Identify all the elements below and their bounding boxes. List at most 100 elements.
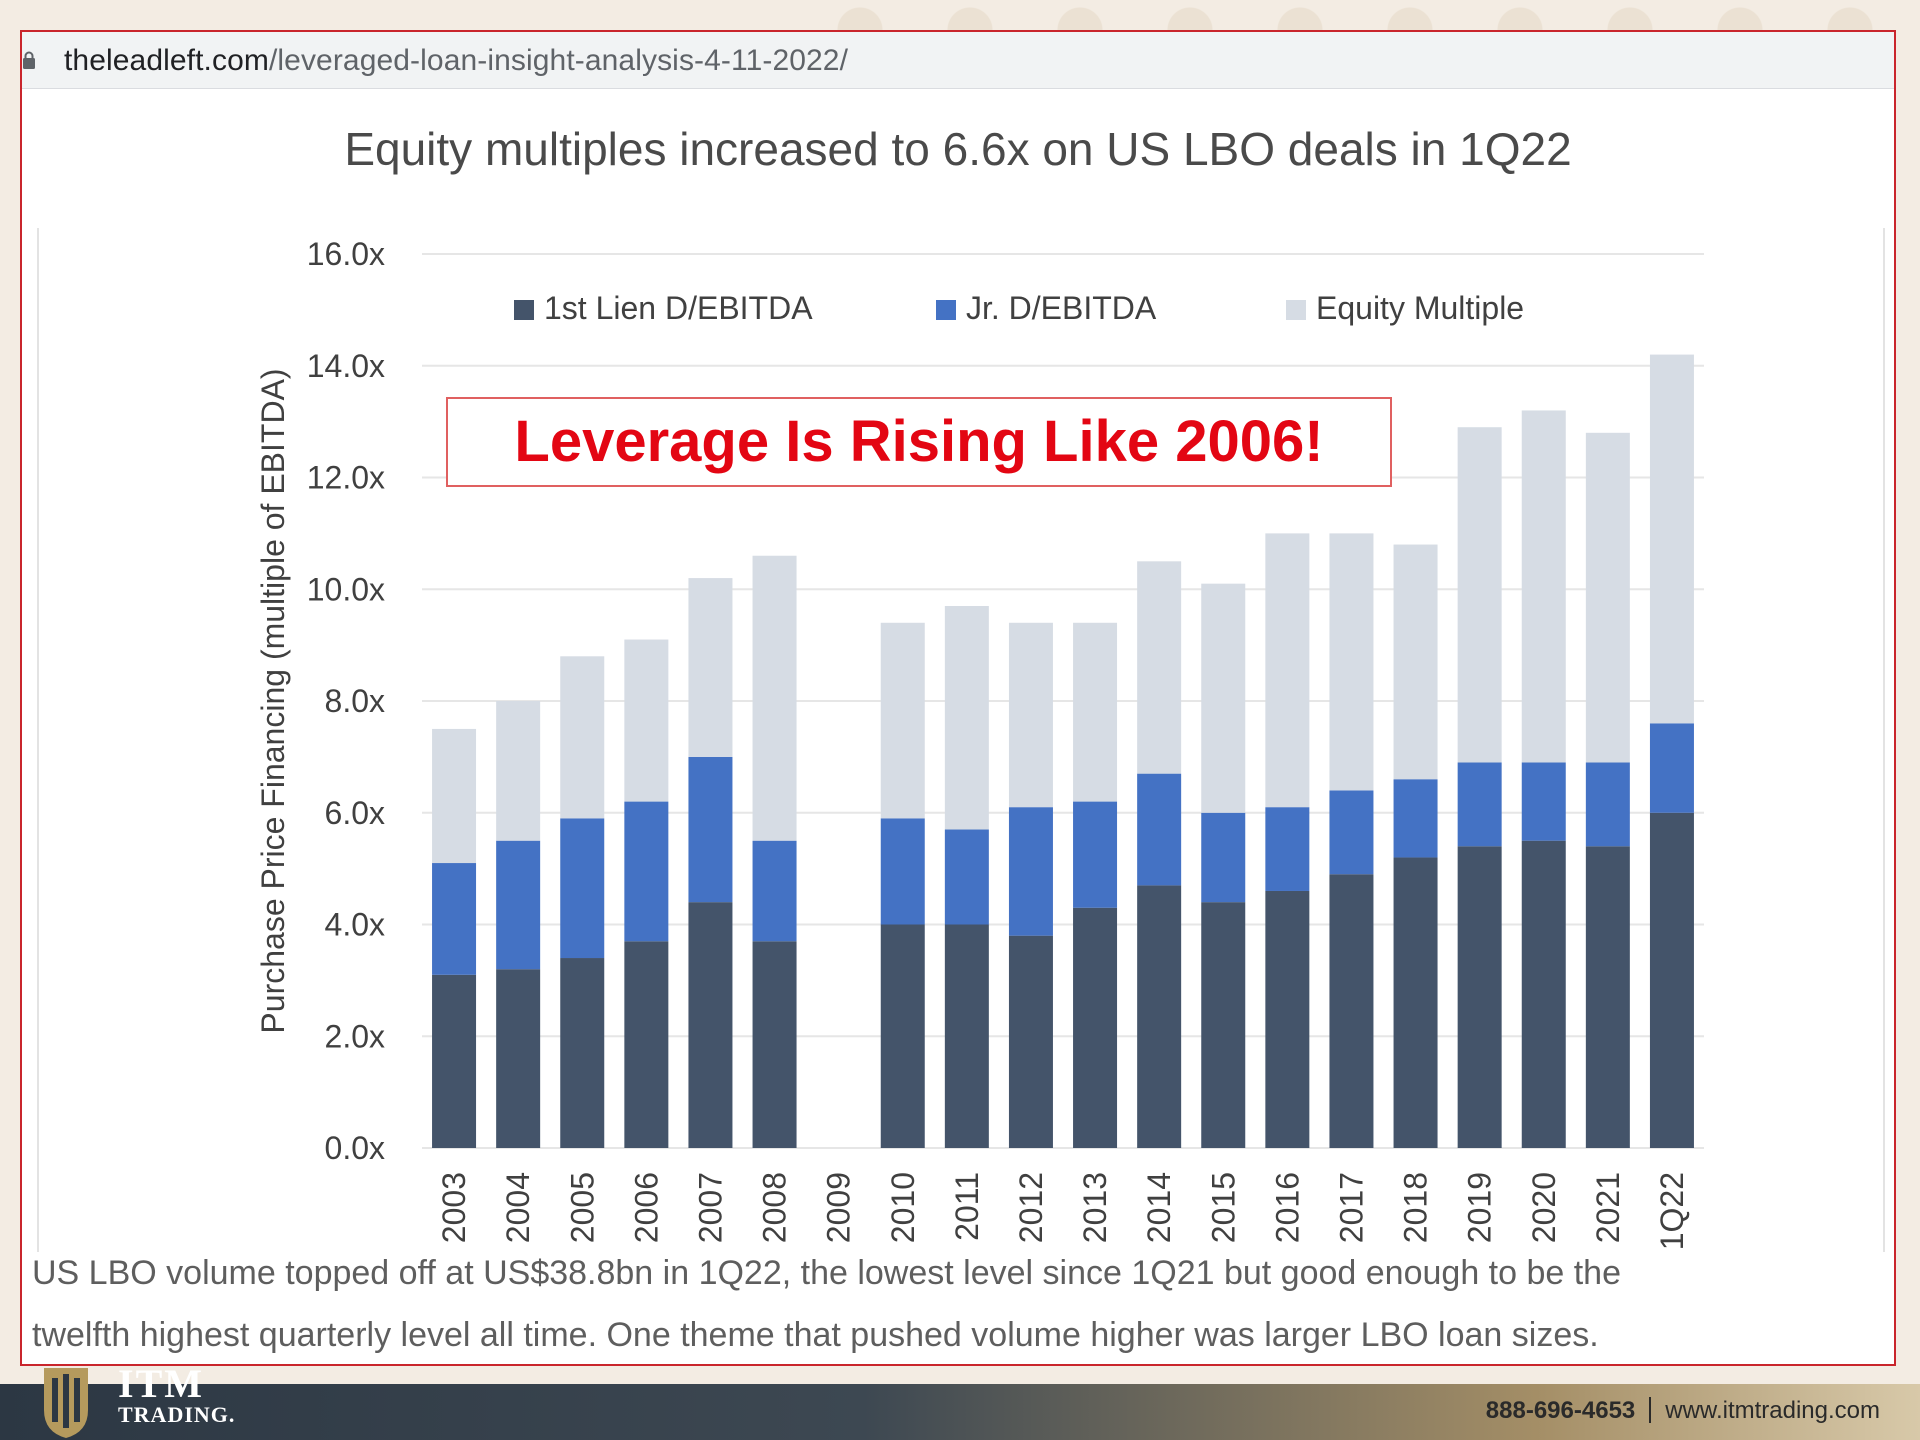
bar-segment-1st-lien-d-ebitda <box>880 924 925 1148</box>
x-tick-label: 2021 <box>1590 1172 1626 1243</box>
bar-segment-equity-multiple <box>1521 410 1566 763</box>
bar-segment-equity-multiple <box>1201 583 1246 813</box>
x-tick-label: 2005 <box>564 1172 600 1243</box>
url-text[interactable]: theleadleft.com/leveraged-loan-insight-a… <box>64 44 848 78</box>
bar-segment-equity-multiple <box>624 639 669 802</box>
bar-segment-equity-multiple <box>1008 622 1053 808</box>
bar-segment-1st-lien-d-ebitda <box>1521 840 1566 1148</box>
legend-label: 1st Lien D/EBITDA <box>544 290 813 326</box>
bar-segment-jr-d-ebitda <box>1521 762 1566 841</box>
logo-wordmark: ITM <box>118 1361 204 1406</box>
bar-segment-equity-multiple <box>1073 622 1118 802</box>
browser-address-bar[interactable]: theleadleft.com/leveraged-loan-insight-a… <box>22 32 1894 89</box>
bar-segment-equity-multiple <box>1137 561 1182 774</box>
bar-segment-1st-lien-d-ebitda <box>1073 907 1118 1148</box>
y-tick-label: 16.0x <box>307 236 385 272</box>
x-tick-label: 2009 <box>821 1172 857 1243</box>
x-tick-label: 2020 <box>1526 1172 1562 1243</box>
bar-segment-equity-multiple <box>1457 427 1502 763</box>
y-tick-label: 10.0x <box>307 571 385 607</box>
y-tick-label: 12.0x <box>307 460 385 496</box>
bar-segment-jr-d-ebitda <box>1201 812 1246 903</box>
screenshot-frame: theleadleft.com/leveraged-loan-insight-a… <box>20 30 1896 1366</box>
contact-divider <box>1649 1397 1652 1423</box>
y-tick-label: 8.0x <box>325 683 385 719</box>
bar-segment-jr-d-ebitda <box>1329 790 1374 875</box>
x-tick-label: 2019 <box>1462 1172 1498 1243</box>
bar-segment-1st-lien-d-ebitda <box>560 958 605 1148</box>
bar-segment-1st-lien-d-ebitda <box>1137 885 1182 1148</box>
y-tick-label: 4.0x <box>325 907 385 943</box>
y-tick-label: 14.0x <box>307 348 385 384</box>
x-tick-label: 2016 <box>1269 1172 1305 1243</box>
legend-swatch <box>514 300 534 320</box>
bar-segment-jr-d-ebitda <box>688 756 733 903</box>
bar-segment-equity-multiple <box>752 555 797 841</box>
chart-title: Equity multiples increased to 6.6x on US… <box>344 123 1572 175</box>
url-path: /leveraged-loan-insight-analysis-4-11-20… <box>268 44 849 77</box>
x-tick-label: 2018 <box>1398 1172 1434 1243</box>
y-tick-label: 6.0x <box>325 795 385 831</box>
x-tick-label: 2008 <box>757 1172 793 1243</box>
bar-segment-jr-d-ebitda <box>560 818 605 959</box>
article-caption: US LBO volume topped off at US$38.8bn in… <box>32 1242 1892 1364</box>
y-tick-label: 2.0x <box>325 1018 385 1054</box>
bar-segment-1st-lien-d-ebitda <box>1201 902 1246 1148</box>
legend-swatch <box>936 300 956 320</box>
bar-segment-1st-lien-d-ebitda <box>1393 857 1438 1148</box>
bar-segment-1st-lien-d-ebitda <box>432 974 477 1148</box>
bar-segment-equity-multiple <box>496 701 541 841</box>
bar-segment-equity-multiple <box>880 622 925 819</box>
x-tick-label: 2007 <box>692 1172 728 1243</box>
contact-info: 888-696-4653 www.itmtrading.com <box>1486 1397 1880 1425</box>
bar-segment-1st-lien-d-ebitda <box>1265 890 1310 1148</box>
bar-segment-jr-d-ebitda <box>496 840 541 970</box>
bar-segment-jr-d-ebitda <box>1008 807 1053 936</box>
legend-label: Jr. D/EBITDA <box>966 290 1157 326</box>
bar-segment-equity-multiple <box>432 728 477 864</box>
bar-segment-jr-d-ebitda <box>1073 801 1118 908</box>
bar-segment-1st-lien-d-ebitda <box>1649 812 1694 1148</box>
bar-segment-jr-d-ebitda <box>624 801 669 942</box>
annotation-text: Leverage Is Rising Like 2006! <box>514 409 1323 474</box>
x-tick-label: 2017 <box>1333 1172 1369 1243</box>
bar-segment-equity-multiple <box>1649 354 1694 724</box>
bar-segment-equity-multiple <box>1585 432 1630 763</box>
bar-segment-equity-multiple <box>944 606 989 830</box>
bar-segment-1st-lien-d-ebitda <box>1329 874 1374 1148</box>
x-tick-label: 2012 <box>1013 1172 1049 1243</box>
bar-segment-jr-d-ebitda <box>1265 807 1310 891</box>
bar-segment-jr-d-ebitda <box>880 818 925 925</box>
bar-segment-1st-lien-d-ebitda <box>752 941 797 1148</box>
x-tick-label: 2004 <box>500 1172 536 1243</box>
y-tick-label: 0.0x <box>325 1130 385 1166</box>
x-tick-label: 2014 <box>1141 1172 1177 1243</box>
bar-segment-equity-multiple <box>688 578 733 757</box>
bar-segment-jr-d-ebitda <box>1585 762 1630 847</box>
caption-line-1: US LBO volume topped off at US$38.8bn in… <box>32 1254 1622 1292</box>
legend-label: Equity Multiple <box>1316 290 1524 326</box>
x-tick-label: 2006 <box>628 1172 664 1243</box>
y-axis-label: Purchase Price Financing (multiple of EB… <box>255 368 291 1033</box>
bar-segment-jr-d-ebitda <box>752 840 797 942</box>
lock-icon <box>23 51 35 69</box>
bar-segment-1st-lien-d-ebitda <box>1585 846 1630 1148</box>
bar-segment-1st-lien-d-ebitda <box>1457 846 1502 1148</box>
caption-line-2: twelfth highest quarterly level all time… <box>32 1316 1599 1354</box>
x-tick-label: 2003 <box>436 1172 472 1243</box>
x-tick-label: 2015 <box>1205 1172 1241 1243</box>
bar-segment-1st-lien-d-ebitda <box>496 969 541 1148</box>
bar-segment-1st-lien-d-ebitda <box>944 924 989 1148</box>
x-tick-label: 2010 <box>885 1172 921 1243</box>
phone-number: 888-696-4653 <box>1485 1397 1636 1424</box>
stacked-bar-chart: 0.0x 2.0x 4.0x 6.0x 8.0x 10.0x 12.0x 14.0x 16.0x… <box>37 228 1885 1252</box>
bar-segment-equity-multiple <box>560 656 605 819</box>
bar-segment-jr-d-ebitda <box>944 829 989 925</box>
logo-subtitle: TRADING. <box>118 1402 236 1427</box>
website-link[interactable]: www.itmtrading.com <box>1665 1397 1880 1424</box>
bar-segment-1st-lien-d-ebitda <box>1008 935 1053 1148</box>
bar-segment-jr-d-ebitda <box>1393 779 1438 858</box>
x-tick-label: 2011 <box>949 1172 985 1241</box>
bar-segment-equity-multiple <box>1265 533 1310 808</box>
bar-segment-equity-multiple <box>1393 544 1438 780</box>
